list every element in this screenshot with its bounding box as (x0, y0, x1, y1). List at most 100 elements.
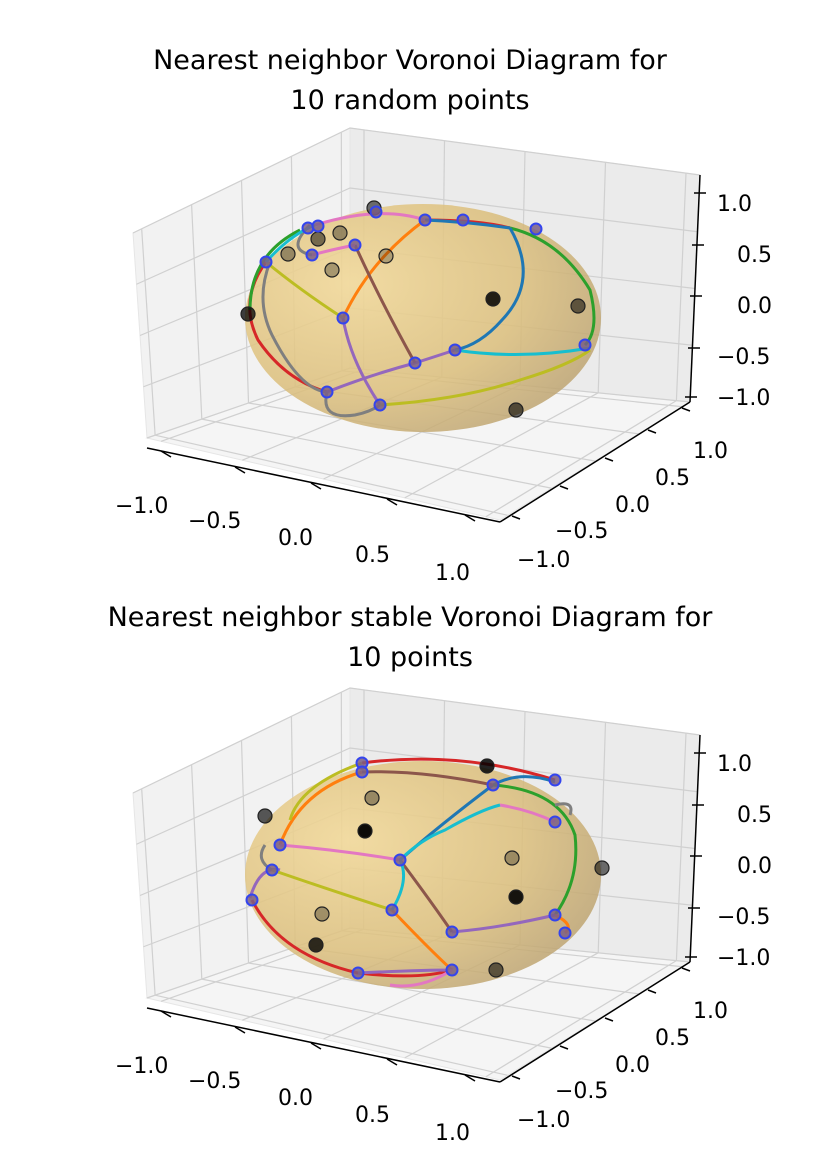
data-point (240, 306, 256, 322)
voronoi-vertex (348, 238, 362, 252)
gridline (136, 747, 698, 845)
y-tick-mark (604, 457, 614, 462)
y-tick-mark (511, 515, 521, 520)
data-point (508, 402, 524, 418)
voronoi-edge (361, 770, 494, 933)
data-point (488, 962, 504, 978)
gridline (240, 180, 250, 404)
data-point (594, 860, 610, 876)
gridline (485, 400, 677, 518)
voronoi-vertex (259, 255, 273, 269)
chart-1-y-tick: 0.0 (615, 493, 650, 518)
data-point (257, 808, 273, 824)
voronoi-vertex (273, 838, 287, 852)
gridline (132, 687, 701, 794)
y-tick-mark (647, 429, 657, 434)
voronoi-vertex (320, 385, 334, 399)
chart-1-x-tick: −0.5 (188, 509, 241, 534)
chart-2-z-tick: −0.5 (717, 905, 770, 930)
gridline (597, 162, 607, 393)
chart-2-z-tick: 1.0 (717, 752, 752, 777)
gridline (597, 722, 607, 953)
voronoi-vertex (445, 925, 459, 939)
voronoi-vertex (456, 213, 470, 227)
chart-2-title-line1: Nearest neighbor stable Voronoi Diagram … (107, 602, 713, 633)
y-tick-mark (511, 1075, 521, 1080)
y-tick-mark (559, 1045, 569, 1050)
chart-2-z-tick: 0.0 (737, 854, 772, 879)
voronoi-vertex (245, 893, 259, 907)
voronoi-edge (341, 218, 426, 319)
data-point (280, 246, 296, 262)
y-tick-mark (681, 407, 691, 412)
y-tick-mark (604, 1017, 614, 1022)
voronoi-vertex (578, 338, 592, 352)
voronoi-vertex (445, 963, 459, 977)
chart-1-z-tick: −1.0 (717, 386, 770, 411)
data-point (570, 298, 586, 314)
x-tick-mark (234, 466, 246, 474)
voronoi-vertex (408, 356, 422, 370)
chart-2-z-tick: −1.0 (717, 946, 770, 971)
gridline (248, 962, 596, 1022)
voronoi-vertex (548, 815, 562, 829)
voronoi-vertex (311, 219, 325, 233)
chart-1-sphere-surface (245, 204, 601, 432)
chart-2-x-tick: 1.0 (435, 1121, 470, 1146)
x-tick-mark (464, 1074, 476, 1082)
x-tick-mark (310, 1042, 322, 1050)
chart-1-y-axis-line (499, 401, 691, 523)
voronoi-vertex (369, 205, 383, 219)
voronoi-vertex (385, 903, 399, 917)
voronoi-vertex (448, 343, 462, 357)
voronoi-edge (492, 783, 578, 916)
data-point (508, 889, 524, 905)
gridline (404, 952, 599, 1059)
voronoi-vertex (355, 765, 369, 779)
chart-1-x-tick: 0.5 (355, 543, 390, 568)
voronoi-vertex (265, 863, 279, 877)
voronoi-vertex (486, 778, 500, 792)
chart-1-z-tick: 1.0 (717, 192, 752, 217)
data-point (324, 262, 340, 278)
x-tick-mark (464, 514, 476, 522)
chart-2-x-tick: −0.5 (188, 1069, 241, 1094)
x-tick-mark (310, 482, 322, 490)
chart-1-y-tick: −0.5 (555, 519, 608, 544)
chart-1-z-tick: −0.5 (717, 345, 770, 370)
x-tick-mark (160, 1010, 172, 1018)
chart-2-y-tick: 0.0 (615, 1053, 650, 1078)
chart-2-x-tick: 0.5 (355, 1103, 390, 1128)
gridline (675, 733, 687, 961)
chart-1-title-line1: Nearest neighbor Voronoi Diagram for (153, 45, 667, 76)
chart-2-x-tick: −1.0 (115, 1054, 168, 1079)
x-tick-mark (386, 498, 398, 506)
voronoi-vertex (548, 773, 562, 787)
chart-1-y-tick: 1.0 (693, 439, 728, 464)
voronoi-vertex (558, 926, 572, 940)
voronoi-vertex (373, 398, 387, 412)
chart-1-x-tick: 0.0 (278, 526, 313, 551)
chart-2-y-tick: −0.5 (555, 1079, 608, 1104)
chart-2-y-axis-line (499, 961, 691, 1083)
voronoi-vertex (529, 222, 543, 236)
gridline (404, 392, 599, 499)
data-point (504, 850, 520, 866)
gridline (485, 960, 677, 1078)
data-point (378, 248, 394, 264)
x-tick-mark (160, 450, 172, 458)
voronoi-edge (353, 244, 417, 364)
chart-2-points (245, 756, 610, 980)
chart-1-title-line2: 10 random points (290, 85, 530, 116)
voronoi-vertex (548, 908, 562, 922)
data-point (308, 937, 324, 953)
voronoi-vertex (418, 213, 432, 227)
gridline (132, 127, 701, 234)
chart-2-3d-axes: 1.0 0.5 0.0 −0.5 −1.0 −1.0 −0.5 0.0 0.5 … (115, 687, 772, 1146)
chart-2-y-tick: −1.0 (517, 1108, 570, 1133)
y-tick-mark (647, 989, 657, 994)
chart-1-y-tick: −1.0 (517, 548, 570, 573)
x-tick-mark (234, 1026, 246, 1034)
gridline (240, 740, 250, 964)
data-point (485, 291, 501, 307)
